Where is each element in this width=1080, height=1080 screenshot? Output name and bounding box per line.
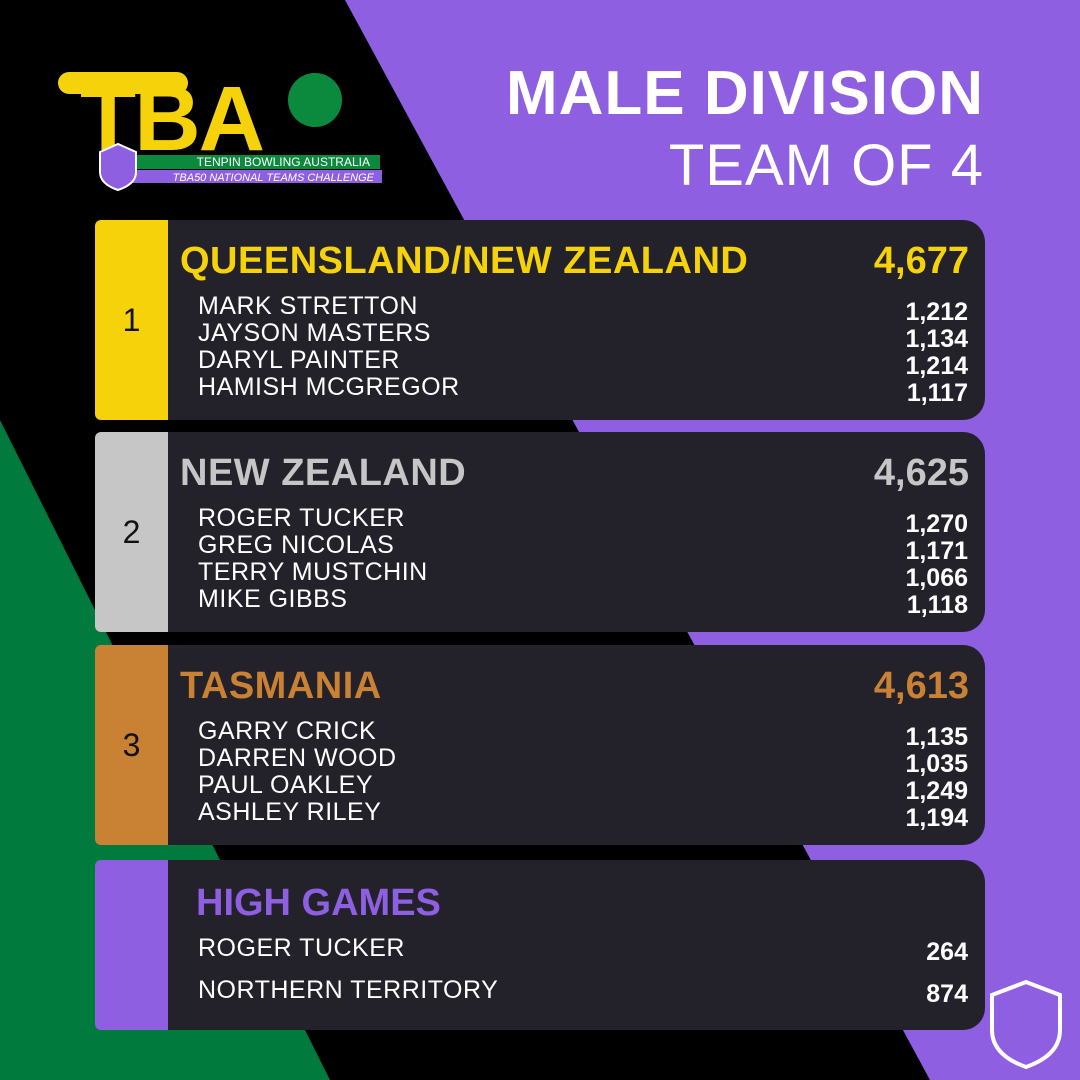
- logo-shield: [99, 142, 137, 192]
- team-block: 3 TASMANIA 4,613 GARRY CRICK 1,135 DARREN WOO…: [95, 645, 985, 845]
- player-name: JAYSON MASTERS: [198, 319, 431, 347]
- high-games-block: HIGH GAMES ROGER TUCKER 264 NORTHERN TERRIT…: [95, 860, 985, 1030]
- logo-event: TBA50 NATIONAL TEAMS CHALLENGE: [173, 172, 375, 184]
- player-name: MIKE GIBBS: [198, 585, 348, 613]
- team-panel: NEW ZEALAND 4,625 ROGER TUCKER 1,270 GREG NI…: [168, 432, 985, 632]
- high-game-score: 874: [926, 980, 968, 1008]
- title: MALE DIVISION: [505, 59, 984, 128]
- high-game-name: NORTHERN TERRITORY: [198, 976, 499, 1004]
- player-name: MARK STRETTON: [198, 292, 418, 320]
- logo-strip: [130, 170, 382, 183]
- player-score: 1,214: [905, 352, 968, 380]
- team-name: QUEENSLAND/NEW ZEALAND: [180, 240, 749, 282]
- team-total: 4,613: [873, 665, 969, 707]
- player-score: 1,212: [905, 298, 968, 326]
- team-block: 1 QUEENSLAND/NEW ZEALAND 4,677 MARK STRETTO…: [95, 220, 985, 420]
- logo: TBA TENPIN BOWLING AUSTRALIA TBA50 NATIO…: [58, 68, 382, 192]
- rank: 1: [95, 220, 168, 420]
- player-score: 1,118: [906, 591, 968, 619]
- player-name: GREG NICOLAS: [198, 531, 395, 559]
- player-score: 1,134: [905, 325, 968, 353]
- player-name: DARREN WOOD: [198, 744, 397, 772]
- player-score: 1,249: [905, 777, 968, 805]
- team-total: 4,625: [873, 452, 969, 494]
- player-score: 1,194: [905, 804, 968, 832]
- team-block: 2 NEW ZEALAND 4,625 ROGER TUCKER 1,270 GREG N…: [95, 432, 985, 632]
- team-panel: TASMANIA 4,613 GARRY CRICK 1,135 DARREN WOOD…: [168, 645, 985, 845]
- subtitle: TEAM OF 4: [668, 133, 984, 198]
- player-name: DARYL PAINTER: [198, 346, 400, 374]
- logo-bar: [58, 72, 188, 94]
- player-name: HAMISH MCGREGOR: [198, 373, 460, 401]
- player-score: 1,066: [905, 564, 968, 592]
- team-panel: QUEENSLAND/NEW ZEALAND 4,677 MARK STRETTON…: [168, 220, 985, 420]
- rank: 3: [95, 645, 168, 845]
- player-score: 1,117: [906, 379, 968, 407]
- player-name: PAUL OAKLEY: [198, 771, 374, 799]
- team-total: 4,677: [873, 240, 969, 282]
- high-games-panel: HIGH GAMES ROGER TUCKER 264 NORTHERN TERRIT…: [168, 860, 985, 1030]
- high-game-name: ROGER TUCKER: [198, 934, 405, 962]
- player-score: 1,171: [905, 537, 968, 565]
- high-games-title: HIGH GAMES: [196, 882, 441, 924]
- logo-ball: [288, 73, 342, 127]
- high-games-tab: [95, 860, 168, 1030]
- player-name: GARRY CRICK: [198, 717, 377, 745]
- high-game-score: 264: [926, 938, 968, 966]
- rank: 2: [95, 432, 168, 632]
- player-name: ROGER TUCKER: [198, 504, 405, 532]
- team-name: NEW ZEALAND: [180, 452, 467, 494]
- team-name: TASMANIA: [180, 665, 382, 707]
- player-score: 1,035: [905, 750, 968, 778]
- logo-strip: [130, 155, 380, 169]
- logo-name: TENPIN BOWLING AUSTRALIA: [197, 155, 370, 169]
- player-score: 1,135: [905, 723, 968, 751]
- player-score: 1,270: [905, 510, 968, 538]
- player-name: ASHLEY RILEY: [198, 798, 382, 826]
- player-name: TERRY MUSTCHIN: [198, 558, 428, 586]
